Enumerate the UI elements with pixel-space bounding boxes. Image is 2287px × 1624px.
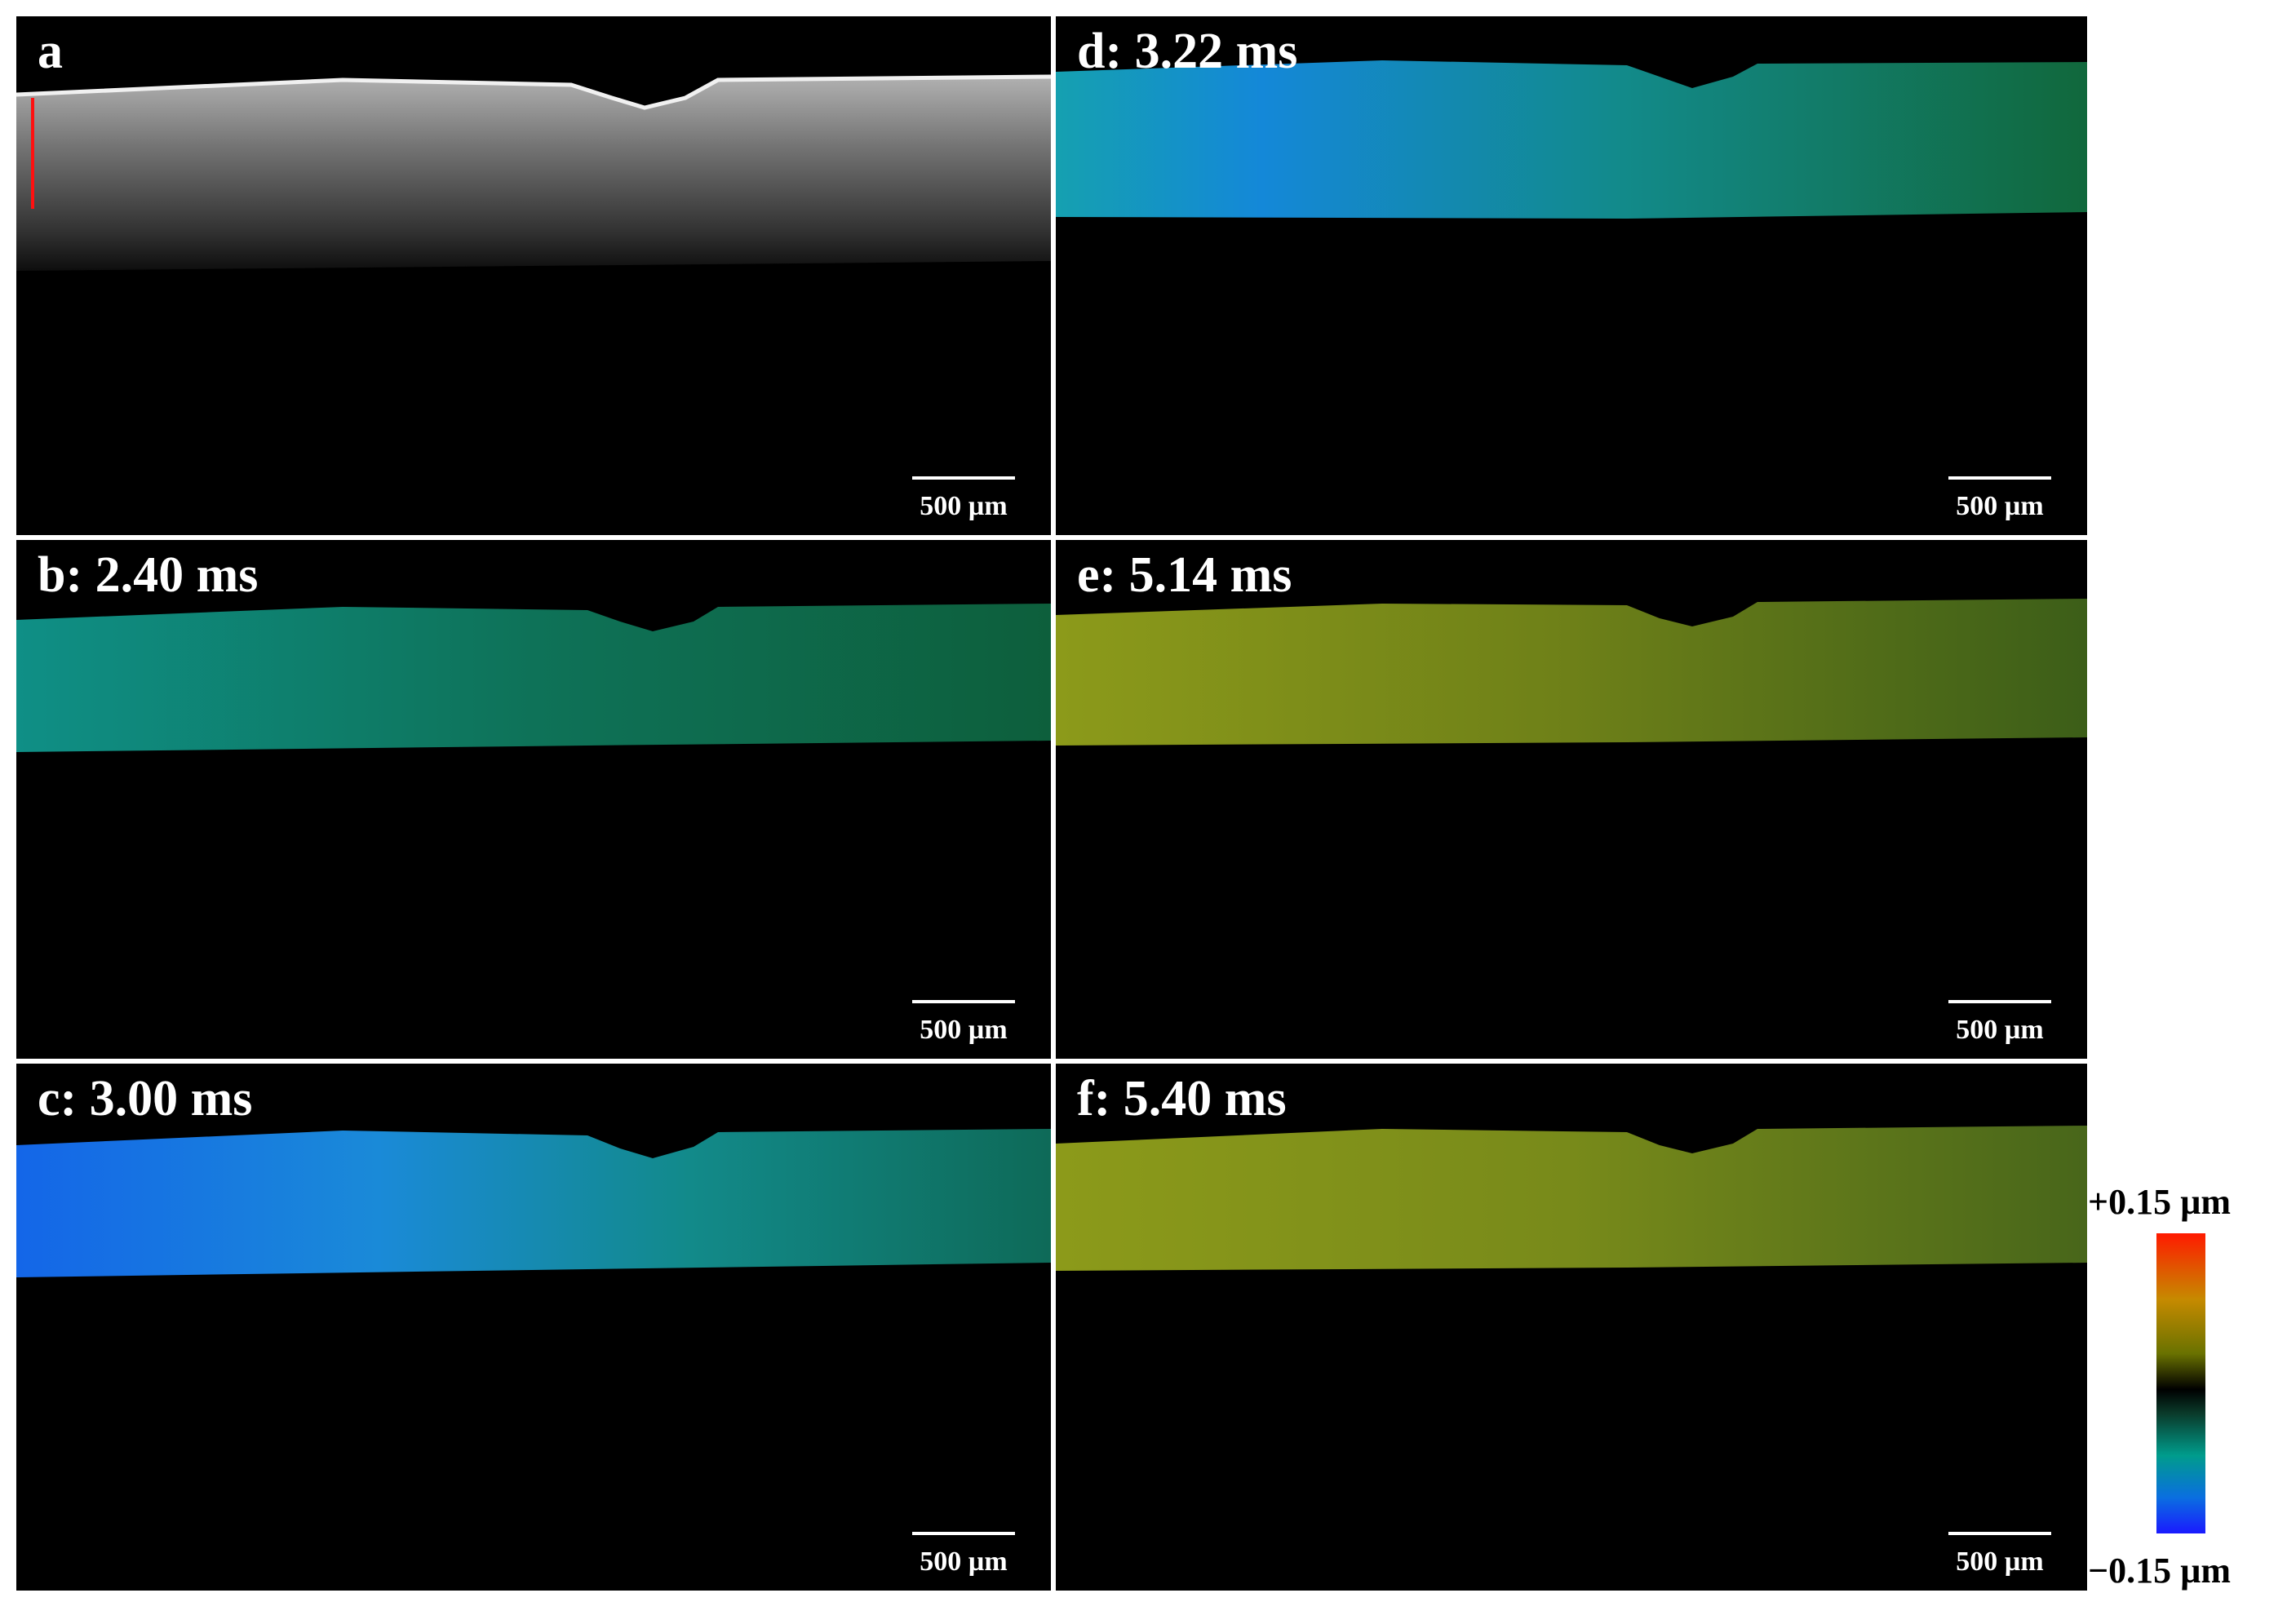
colorbar-gradient	[2156, 1233, 2205, 1533]
panel-label-e: e: 5.14 ms	[1077, 547, 1292, 603]
oct-structural-image	[16, 74, 1051, 271]
colorbar-min-label: −0.15 µm	[2088, 1551, 2232, 1591]
phase-map-b	[16, 604, 1051, 752]
panel-label-d: d: 3.22 ms	[1077, 24, 1298, 79]
panel-c: c: 3.00 ms 500 µm	[16, 1064, 1051, 1591]
depth-marker	[31, 98, 34, 209]
panel-label-c: c: 3.00 ms	[38, 1071, 253, 1126]
panel-label-b: b: 2.40 ms	[38, 547, 259, 603]
panel-f: f: 5.40 ms 500 µm	[1056, 1064, 2087, 1591]
scale-bar-b: 500 µm	[912, 1000, 1015, 1044]
panel-d: d: 3.22 ms 500 µm	[1056, 16, 2087, 535]
scale-bar-c: 500 µm	[912, 1532, 1015, 1576]
scale-bar-d: 500 µm	[1948, 476, 2051, 520]
panel-label-f: f: 5.40 ms	[1077, 1071, 1287, 1126]
panel-label-a: a	[38, 24, 63, 79]
phase-map-e	[1056, 599, 2087, 746]
phase-map-c	[16, 1129, 1051, 1277]
scale-bar-a: 500 µm	[912, 476, 1015, 520]
colorbar: +0.15 µm −0.15 µm	[2085, 1158, 2287, 1624]
phase-map-f	[1056, 1126, 2087, 1271]
panel-e: e: 5.14 ms 500 µm	[1056, 540, 2087, 1059]
scale-bar-e: 500 µm	[1948, 1000, 2051, 1044]
colorbar-max-label: +0.15 µm	[2088, 1182, 2232, 1222]
panel-b: b: 2.40 ms 500 µm	[16, 540, 1051, 1059]
phase-map-d	[1056, 60, 2087, 219]
panel-a: a 500 µm	[16, 16, 1051, 535]
scale-bar-f: 500 µm	[1948, 1532, 2051, 1576]
